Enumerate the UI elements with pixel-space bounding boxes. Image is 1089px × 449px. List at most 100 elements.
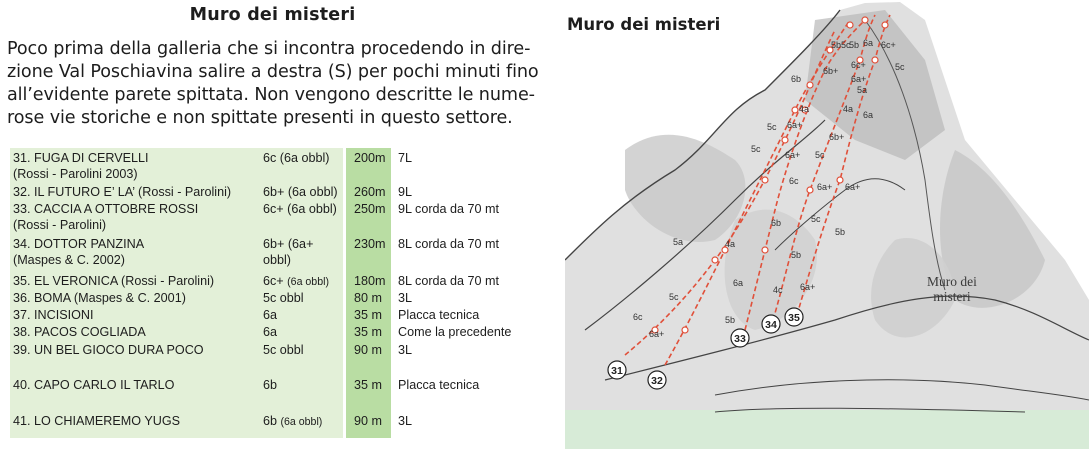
belay-station [881,21,889,29]
belay-station [721,246,729,254]
grade-label: 4a [799,104,809,114]
route-name: 35. EL VERONICA (Rossi - Parolini) [13,274,215,288]
grade-label: 5c [767,122,777,132]
grade-label: 5a [857,85,867,95]
route-grade: 6a [263,325,278,339]
route-number-32: 32 [651,375,663,387]
route-length: 230m [354,237,386,251]
route-name: 34. DOTTOR PANZINA [13,237,145,251]
belay-station [861,16,869,24]
rock-shade [625,134,746,242]
route-length: 260m [354,185,386,199]
rock-shade [940,150,1045,308]
route-length: 180m [354,274,386,288]
route-grade: 6b+ (6a obbl) [263,185,338,199]
route-note: Placca tecnica [398,308,480,322]
grade-label: 5c [895,62,905,72]
grade-label: 6b [771,218,781,228]
belay-station [846,21,854,29]
intro-line: all’evidente parete spittata. Non vengon… [7,85,535,105]
route-note: 3L [398,343,413,357]
route-length: 90 m [354,414,382,428]
base-line [604,295,1089,381]
intro-line: zione Val Poschiavina salire a destra (S… [7,62,539,82]
grade-label: 5a [673,237,683,247]
route-number-33: 33 [734,333,746,345]
route-grade: 5c obbl [263,291,304,305]
ground-line [714,407,1026,413]
route-name: 32. IL FUTURO E’ LA’ (Rossi - Parolini) [13,185,232,199]
intro-paragraph: Poco prima della galleria che si incontr… [7,38,539,130]
wall-label: Muro dei misteri [927,274,977,304]
route-note: 9L [398,185,413,199]
belay-station [681,326,689,334]
grade-label: 6a [733,278,743,288]
grade-label: 6a+ [649,329,664,339]
belay-station [826,46,834,54]
route-name: 31. FUGA DI CERVELLI [13,151,149,165]
grade-label: 6c [789,176,799,186]
grade-label: 5c [751,144,761,154]
grade-label: 4a [843,104,853,114]
route-name: 33. CACCIA A OTTOBRE ROSSI [13,202,199,216]
crack-line [584,119,826,331]
route-line-35 [796,14,891,316]
grade-label: 5c [815,150,825,160]
belay-station [711,256,719,264]
route-grade: 6a [263,308,278,322]
route-name: 36. BOMA (Maspes & C. 2001) [13,291,186,305]
topo-title: Muro dei misteri [567,15,721,34]
grade-label: 5b [831,40,841,50]
route-length: 200m [354,151,386,165]
grade-label: 5b [791,250,801,260]
route-note: 3L [398,414,413,428]
route-authors: (Rossi - Parolini 2003) [13,167,138,181]
route-note: Placca tecnica [398,378,480,392]
grade-label: 5c [811,214,821,224]
grade-label: 5b [849,40,859,50]
route-table-background [10,148,343,438]
belay-station [791,106,799,114]
grade-label: 6a+ [787,120,802,130]
grass-strip [565,410,1089,449]
belay-stations [651,16,889,334]
grade-label: 6a [863,110,873,120]
route-grade: 5c obbl [263,343,304,357]
grade-label: 6a+ [800,282,815,292]
grade-label: 5b [835,227,845,237]
route-line-34 [772,14,876,321]
route-length: 35 m [354,325,382,339]
wall-outline [565,9,841,261]
route-description-panel: Muro dei misteri Poco prima della galler… [7,5,539,438]
route-number-35: 35 [788,312,800,324]
route-length: 35 m [354,378,382,392]
grade-labels: 5b 5c 5b 6a 6c+ 6b+ 6c+ 5c 6b 6a+ 5a 4a … [633,38,905,339]
route-grade-mandatory: (6a obbl) [287,276,329,288]
route-number-marker-31 [607,360,627,380]
belay-station [761,176,769,184]
topo-drawing: 31 32 33 34 35 5b 5c 5b 6a 6c+ 6b+ 6c+ 5… [565,2,1089,449]
wall-label-line: Muro dei [927,274,977,289]
route-number-34: 34 [765,319,777,331]
route-grade: 6b [263,414,278,428]
route-length: 90 m [354,343,382,357]
belay-station [871,56,879,64]
grade-label: 6a+ [851,74,866,84]
route-number-marker-32 [647,370,667,390]
belay-station [801,106,809,114]
grade-label: 6a+ [845,182,860,192]
route-number-marker-35 [784,307,804,327]
ledge-line [774,178,906,251]
grade-label: 6c+ [851,60,866,70]
route-name: 37. INCISIONI [13,308,94,322]
grade-label: 5b [725,315,735,325]
route-number-marker-33 [730,328,750,348]
grade-label: 6b [791,74,801,84]
route-number-31: 31 [611,365,623,377]
grade-label: 6c [633,312,643,322]
route-note: 8L corda da 70 mt [398,237,500,251]
route-name: 41. LO CHIAMEREMO YUGS [13,414,181,428]
route-grade: 6c (6a obbl) [263,151,330,165]
route-length: 35 m [354,308,382,322]
route-authors: (Maspes & C. 2002) [13,253,125,267]
